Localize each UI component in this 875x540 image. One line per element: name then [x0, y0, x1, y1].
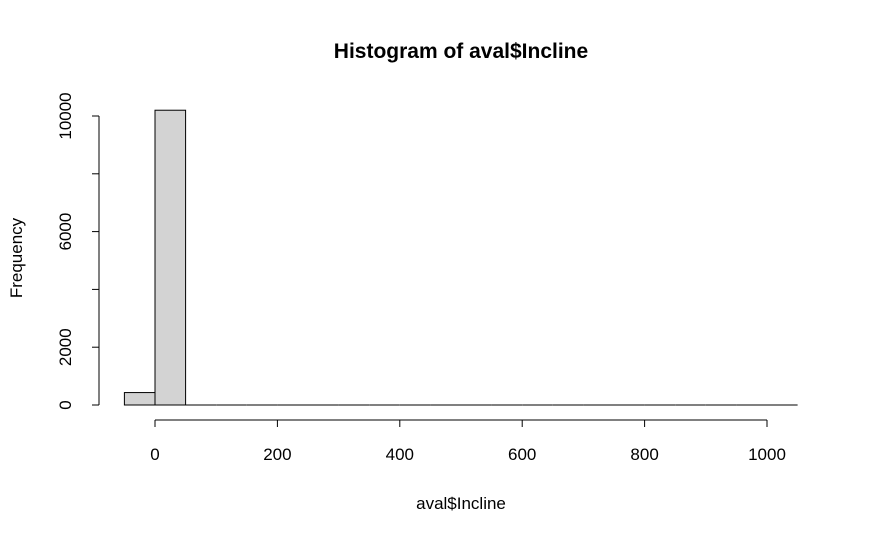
x-tick-label: 200 — [263, 445, 291, 464]
histogram-bar — [123, 392, 156, 406]
y-tick-label: 2000 — [56, 328, 75, 366]
x-tick-label: 0 — [150, 445, 159, 464]
y-tick-label: 10000 — [56, 92, 75, 139]
x-tick-label: 1000 — [748, 445, 786, 464]
y-axis: 0 2000 6000 10000 — [56, 92, 100, 410]
x-tick-label: 800 — [630, 445, 658, 464]
x-axis-label: aval$Incline — [416, 494, 506, 513]
histogram-bars — [123, 109, 798, 406]
x-tick-label: 600 — [508, 445, 536, 464]
chart-title: Histogram of aval$Incline — [334, 40, 588, 63]
y-tick-label: 0 — [56, 400, 75, 409]
y-tick-label: 6000 — [56, 213, 75, 251]
y-axis-label: Frequency — [7, 217, 26, 298]
x-axis: 0 200 400 600 800 1000 — [150, 419, 786, 464]
x-tick-label: 400 — [386, 445, 414, 464]
histogram-bar — [154, 109, 187, 406]
